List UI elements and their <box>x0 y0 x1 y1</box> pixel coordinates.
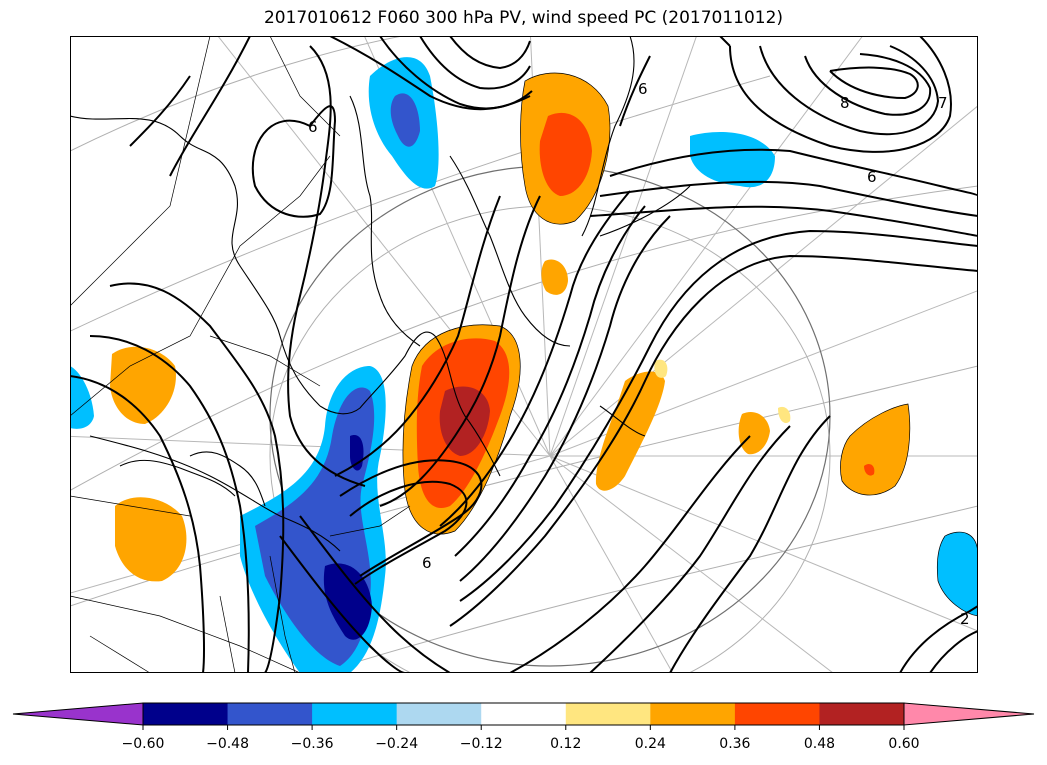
colorbar-cell <box>396 703 482 725</box>
colorbar-cell <box>650 703 736 725</box>
colorbar-tick-label: −0.24 <box>375 736 419 752</box>
colorbar-tick-label: −0.36 <box>290 736 334 752</box>
map-panel: 6 6 6 6 8 7 2 <box>70 36 978 673</box>
colorbar-extend-max <box>903 702 1035 726</box>
colorbar <box>12 702 1035 730</box>
contour-label: 7 <box>938 94 948 112</box>
pv-shading-negative <box>70 57 978 673</box>
contour-label: 8 <box>840 94 850 112</box>
map-title: 2017010612 F060 300 hPa PV, wind speed P… <box>263 8 784 28</box>
colorbar-tick-label: −0.12 <box>459 736 503 752</box>
contour-label: 6 <box>308 118 318 136</box>
colorbar-tick-label: −0.48 <box>206 736 249 752</box>
pv-contour-outline <box>402 72 978 617</box>
colorbar-cell <box>481 703 567 725</box>
colorbar-tick-label: 0.60 <box>888 736 920 752</box>
pv-shading-positive <box>110 73 910 582</box>
colorbar-cell <box>734 703 820 725</box>
colorbar-tick-label: 0.36 <box>719 736 751 752</box>
contour-label: 6 <box>638 80 648 98</box>
colorbar-cell <box>565 703 651 725</box>
colorbar-cell <box>819 703 905 725</box>
colorbar-tick-label: 0.24 <box>634 736 666 752</box>
colorbar-extend-min <box>12 702 144 726</box>
colorbar-cell <box>227 703 313 725</box>
colorbar-cell <box>312 703 398 725</box>
contour-label: 6 <box>867 168 877 186</box>
contour-label: 2 <box>960 610 970 628</box>
colorbar-cell <box>143 703 229 725</box>
colorbar-frame <box>142 702 905 726</box>
map-frame <box>70 36 978 673</box>
contour-label: 6 <box>422 554 432 572</box>
colorbar-tick-label: 0.12 <box>550 736 582 752</box>
colorbar-tick-label: −0.60 <box>121 736 165 752</box>
colorbar-tick-label: 0.48 <box>803 736 836 752</box>
wind-speed-contours <box>70 36 978 673</box>
